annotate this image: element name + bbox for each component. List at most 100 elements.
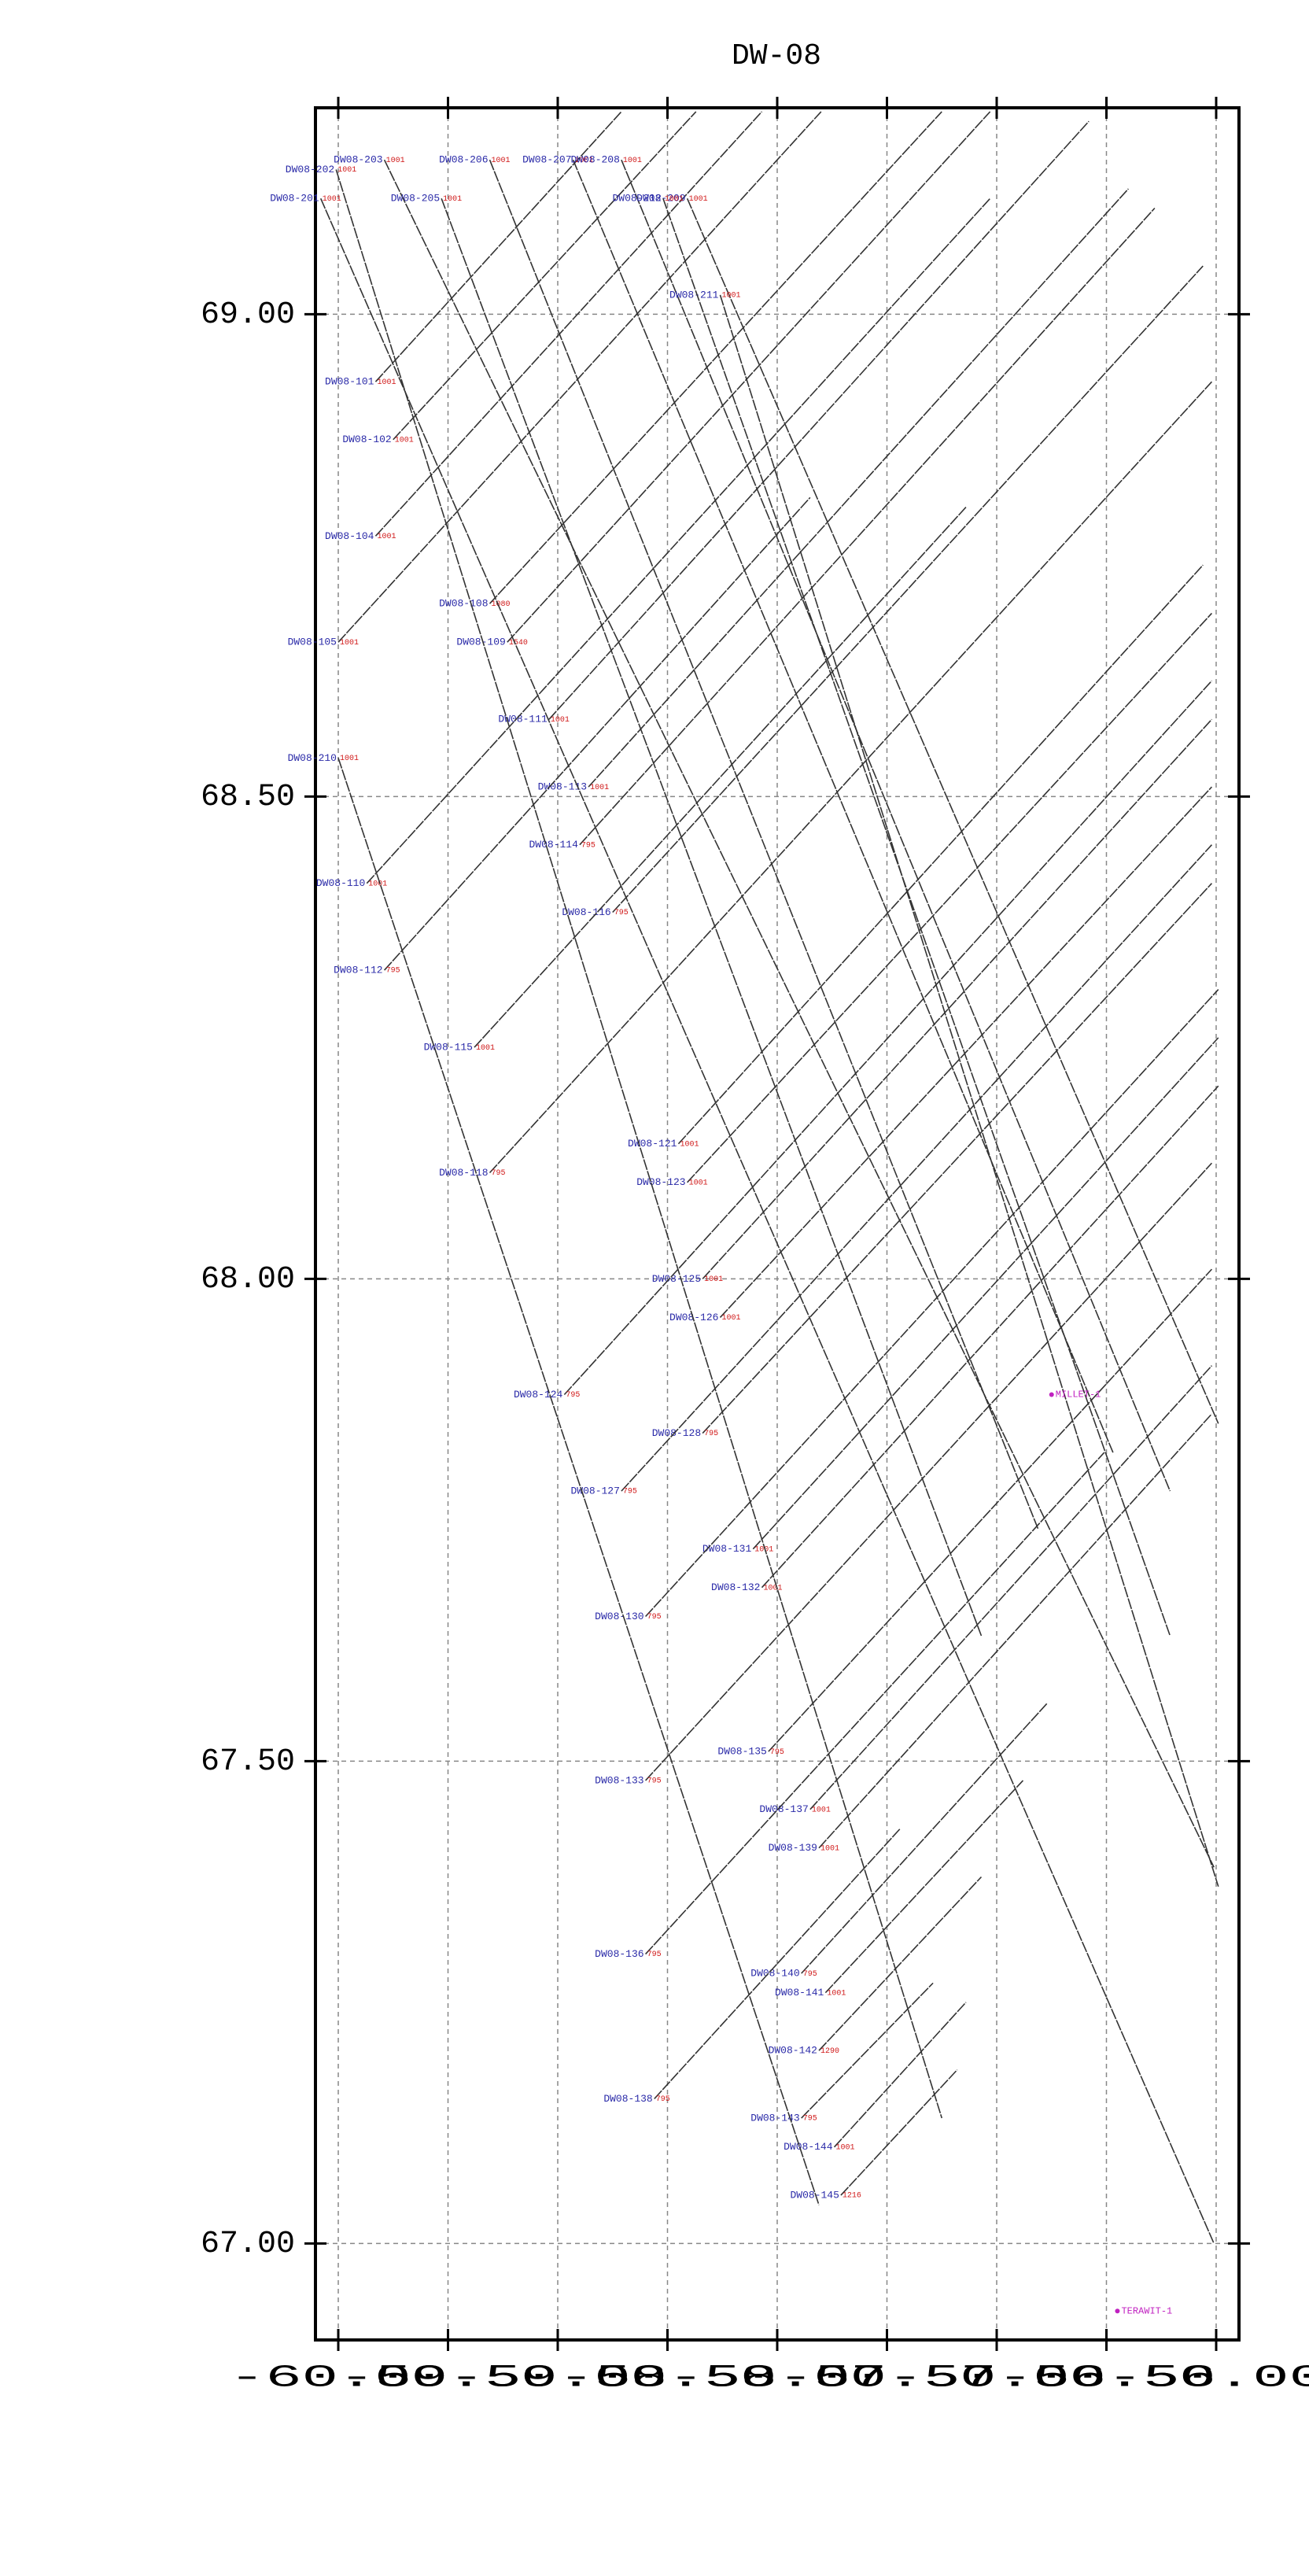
survey-line	[374, 111, 763, 537]
line-name: DW08-133	[595, 1774, 643, 1786]
line-name: DW08-114	[529, 839, 578, 851]
survey-line	[507, 111, 991, 643]
x-tick-label: -59.00	[448, 2361, 667, 2397]
survey-line	[563, 680, 1212, 1396]
shot-label: 1001	[395, 436, 414, 445]
well	[1115, 2308, 1120, 2314]
shot-label: 1001	[812, 1806, 831, 1814]
shot-label: 1540	[509, 639, 528, 648]
line-name: DW08-105	[288, 637, 337, 648]
line-name: DW08-211	[669, 289, 719, 301]
line-name: DW08-109	[456, 637, 505, 648]
x-tick-label: -59.50	[339, 2361, 558, 2397]
line-name: DW08-137	[759, 1803, 808, 1815]
shot-label: 1001	[340, 755, 359, 763]
shot-label: 1001	[476, 1044, 495, 1053]
line-name: DW08-131	[702, 1543, 752, 1555]
survey-line	[824, 1780, 1024, 1994]
survey-line	[441, 197, 983, 1637]
shot-label: 1001	[689, 1179, 708, 1187]
survey-line	[761, 1085, 1219, 1589]
y-tick-label: 69.00	[201, 297, 295, 333]
shot-label: 1001	[492, 157, 511, 165]
shot-label: 795	[647, 1950, 662, 1959]
survey-line	[833, 2002, 967, 2148]
shot-label: 1001	[368, 880, 387, 888]
shot-label: 795	[492, 1169, 506, 1178]
line-name: DW08-210	[288, 752, 337, 764]
line-name: DW08-206	[439, 154, 488, 166]
shot-label: 795	[647, 1613, 662, 1622]
survey-line	[572, 159, 1114, 1453]
shot-label: 1001	[704, 1275, 723, 1284]
shot-label: 1001	[443, 195, 462, 204]
y-tick-label: 68.00	[201, 1262, 295, 1297]
line-name: DW08-102	[342, 434, 391, 445]
line-name: DW08-113	[538, 781, 587, 793]
shot-label: 795	[614, 909, 629, 917]
survey-line	[677, 564, 1204, 1145]
survey-line	[374, 111, 622, 382]
line-name: DW08-207	[522, 154, 571, 166]
line-name: DW08-128	[652, 1427, 701, 1439]
line-name: DW08-115	[424, 1042, 473, 1054]
shot-label: 795	[704, 1430, 718, 1438]
shot-label: 1001	[721, 291, 740, 300]
shot-label: 795	[566, 1391, 580, 1400]
survey-line	[702, 883, 1212, 1434]
line-name: DW08-101	[325, 376, 374, 388]
shot-label: 795	[803, 2115, 817, 2124]
line-name: DW08-135	[717, 1746, 766, 1758]
x-tick-label: -57.50	[777, 2361, 996, 2397]
survey-line	[383, 159, 1215, 1868]
survey-line	[474, 507, 967, 1048]
survey-line	[489, 159, 1039, 1530]
shot-label: 1001	[386, 157, 405, 165]
survey-line	[384, 496, 811, 971]
line-name: DW08-110	[316, 877, 365, 889]
survey-line	[319, 197, 1215, 2244]
shot-label: 1001	[323, 195, 341, 204]
x-tick-label: -56.00	[1107, 2361, 1309, 2397]
line-name: DW08-136	[595, 1948, 643, 1960]
well	[1049, 1392, 1054, 1397]
line-name: DW08-116	[562, 906, 610, 918]
x-tick-label: -60.00	[229, 2361, 448, 2397]
shot-label: 1001	[721, 1314, 740, 1323]
line-name: DW08-212	[613, 193, 662, 205]
line-name: DW08-142	[769, 2045, 817, 2057]
line-name: DW08-130	[595, 1611, 643, 1622]
shot-label: 1080	[492, 600, 511, 609]
line-name: DW08-202	[286, 164, 334, 175]
shot-label: 1001	[623, 157, 642, 165]
shot-label: 1001	[827, 1989, 846, 1998]
shot-label: 1001	[377, 378, 396, 387]
line-name: DW08-144	[784, 2141, 833, 2153]
line-name: DW08-205	[391, 193, 440, 205]
line-name: DW08-209	[636, 193, 685, 205]
y-tick-label: 67.50	[201, 1744, 295, 1780]
line-name: DW08-112	[334, 964, 382, 976]
y-tick-label: 67.00	[201, 2227, 295, 2262]
shot-label: 1001	[754, 1545, 773, 1554]
survey-line	[588, 188, 1129, 788]
shot-label: 1001	[763, 1584, 782, 1592]
survey-line	[393, 111, 697, 441]
shot-label: 795	[623, 1488, 637, 1497]
survey-line	[335, 169, 943, 2119]
shot-label: 1001	[680, 1140, 699, 1149]
survey-line	[702, 718, 1212, 1279]
survey-line	[645, 989, 1219, 1618]
survey-line	[818, 1876, 983, 2051]
line-name: DW08-208	[570, 154, 619, 166]
line-name: DW08-127	[570, 1485, 619, 1497]
shot-label: 1001	[689, 195, 708, 204]
survey-line	[801, 1982, 934, 2119]
survey-line	[687, 612, 1212, 1183]
survey-line	[579, 207, 1156, 846]
line-name: DW08-139	[769, 1842, 817, 1854]
shot-label: 795	[647, 1777, 662, 1786]
line-name: DW08-126	[669, 1312, 718, 1323]
line-name: DW08-145	[790, 2190, 839, 2201]
